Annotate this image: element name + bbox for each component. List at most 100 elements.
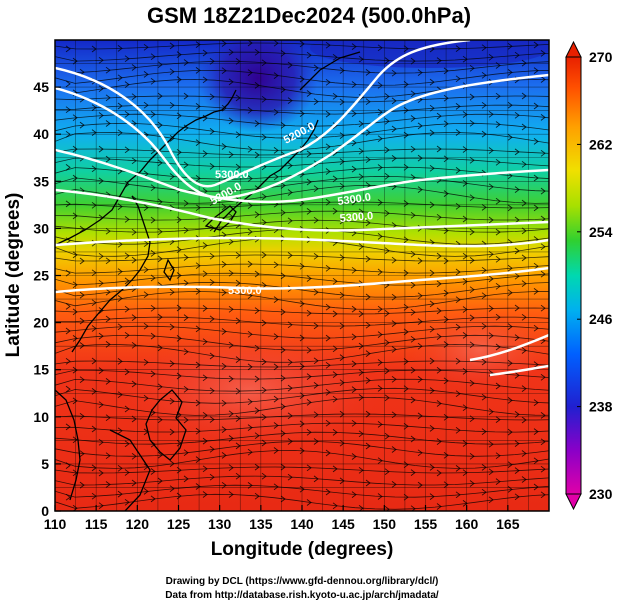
streamline xyxy=(55,272,549,286)
streamline-arrow xyxy=(429,425,435,432)
colorbar-bar xyxy=(565,56,582,495)
streamline-arrow xyxy=(131,64,137,71)
streamline-arrow xyxy=(143,394,149,402)
streamline-arrow xyxy=(514,411,520,418)
streamline-arrow xyxy=(403,303,409,311)
streamline-arrow xyxy=(481,358,487,366)
streamline-arrow xyxy=(143,101,149,109)
y-tick-label: 25 xyxy=(33,268,49,284)
streamline-arrow xyxy=(533,41,539,49)
streamline-arrow xyxy=(124,181,130,188)
streamline-arrow xyxy=(325,449,331,457)
streamline-arrow xyxy=(306,178,312,186)
streamline-arrow xyxy=(391,97,397,105)
streamline-arrow xyxy=(299,75,305,83)
streamline-arrow xyxy=(273,108,279,116)
streamline-arrow xyxy=(169,68,175,76)
streamline-arrow xyxy=(183,254,189,261)
y-tick-label: 0 xyxy=(41,503,49,519)
streamline-arrow xyxy=(169,288,175,296)
streamline-arrow xyxy=(98,332,104,340)
streamline-arrow xyxy=(358,243,364,250)
streamline-arrow xyxy=(377,359,383,366)
streamline-arrow xyxy=(332,502,338,510)
streamline-arrow xyxy=(462,215,468,223)
credit-drawing: Drawing by DCL (https://www.gfd-dennou.o… xyxy=(166,576,439,587)
streamline-arrow xyxy=(436,400,442,407)
streamline-arrow xyxy=(169,360,175,367)
streamline-arrow xyxy=(540,438,546,446)
streamline-arrow xyxy=(339,379,345,387)
streamline-arrow xyxy=(429,78,435,86)
streamline-arrow xyxy=(150,274,156,282)
streamline-arrow xyxy=(540,76,546,83)
streamline-arrow xyxy=(273,147,279,154)
streamline xyxy=(55,148,549,156)
streamline-arrow xyxy=(403,269,409,277)
streamline xyxy=(55,387,549,404)
streamline-arrow xyxy=(410,211,416,219)
streamline-arrow xyxy=(183,348,189,356)
streamline-arrow xyxy=(417,122,423,130)
streamline-arrow xyxy=(261,358,267,366)
streamline-arrow xyxy=(365,219,371,227)
streamline-arrow xyxy=(339,67,345,74)
streamline-arrow xyxy=(540,187,546,195)
streamline-arrow xyxy=(377,331,383,338)
streamline-arrow xyxy=(410,174,416,181)
streamline-arrow xyxy=(195,67,201,74)
streamline-arrow xyxy=(313,64,319,72)
streamline-arrow xyxy=(131,479,137,487)
streamline-arrow xyxy=(429,357,435,365)
streamline-arrow xyxy=(261,193,267,201)
streamline-arrow xyxy=(403,328,409,336)
streamline-arrow xyxy=(417,318,423,325)
streamline-arrow xyxy=(183,385,189,393)
streamline-arrow xyxy=(377,108,383,116)
streamline-arrow xyxy=(514,304,520,312)
streamline-arrow xyxy=(254,492,260,500)
streamline-arrow xyxy=(313,98,319,105)
streamline-arrow xyxy=(261,251,267,259)
streamline-arrow xyxy=(117,490,123,498)
streamline xyxy=(55,493,549,510)
streamline-arrow xyxy=(313,322,319,330)
streamline-arrow xyxy=(358,120,364,128)
streamline-arrow xyxy=(325,41,331,49)
streamline-arrow xyxy=(150,304,156,312)
streamline-arrow xyxy=(481,266,487,274)
streamline-arrow xyxy=(150,216,156,224)
y-tick-label: 45 xyxy=(33,79,49,95)
streamline-arrow xyxy=(117,464,123,472)
streamline-arrow xyxy=(150,495,156,503)
streamline-arrow xyxy=(377,135,383,143)
streamline-arrow xyxy=(195,456,201,463)
streamline-arrow xyxy=(169,101,175,109)
streamline-arrow xyxy=(261,95,267,103)
streamline-arrow xyxy=(481,204,487,211)
streamline-arrow xyxy=(105,155,111,163)
streamline-arrow xyxy=(325,388,331,396)
streamline-arrow xyxy=(195,361,201,369)
streamline xyxy=(55,122,549,139)
streamline-arrow xyxy=(443,155,449,163)
streamline-arrow xyxy=(221,452,227,459)
streamline-arrow xyxy=(157,228,163,236)
streamline-arrow xyxy=(488,408,494,416)
streamline-arrow xyxy=(299,392,305,400)
streamline-arrow xyxy=(124,55,130,63)
streamline xyxy=(55,422,549,433)
streamline-arrow xyxy=(410,281,416,289)
streamline-arrow xyxy=(462,500,468,507)
colorbar-max-triangle xyxy=(565,40,582,58)
streamline-arrow xyxy=(339,354,345,361)
streamline xyxy=(55,413,549,421)
streamline-arrow xyxy=(332,122,338,129)
streamline-arrow xyxy=(507,101,513,109)
colorbar-tick-label: 262 xyxy=(589,136,613,152)
streamline-arrow xyxy=(521,280,527,287)
streamline-arrow xyxy=(481,393,487,401)
streamline-arrow xyxy=(228,48,234,56)
streamline xyxy=(55,450,549,469)
streamline-arrow xyxy=(280,272,286,280)
